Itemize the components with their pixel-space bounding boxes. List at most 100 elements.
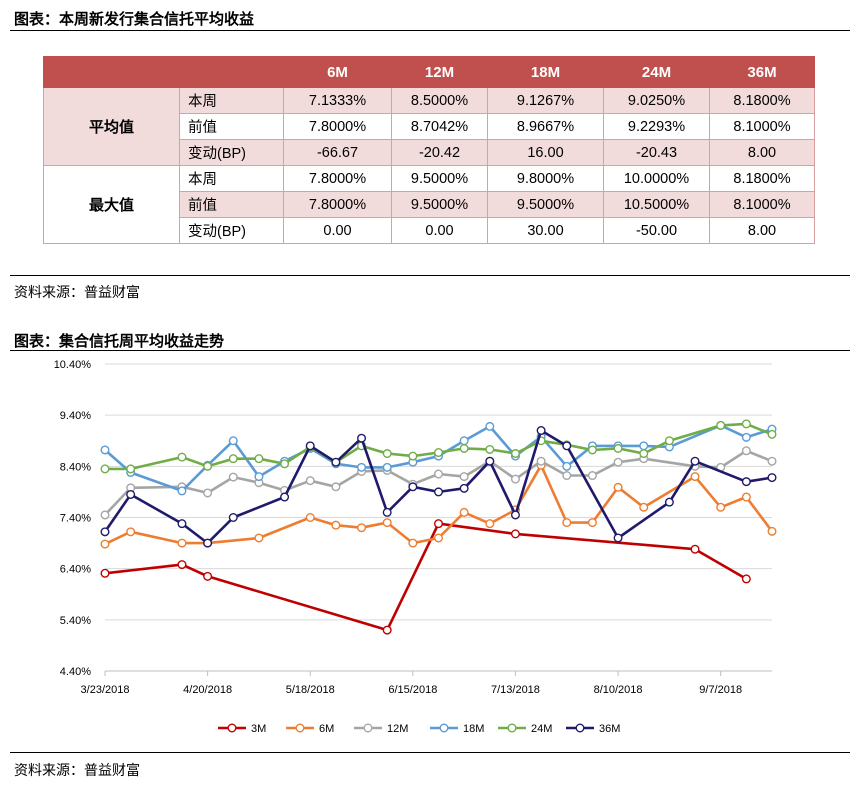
data-point-36m xyxy=(177,519,187,529)
header-cell xyxy=(43,56,180,88)
table-row: 前值 7.8000% 8.7042% 8.9667% 9.2293% 8.100… xyxy=(44,113,815,140)
legend-label-24m: 24M xyxy=(531,723,552,735)
x-tick-label: 4/20/2018 xyxy=(183,684,232,696)
y-tick-label: 5.40% xyxy=(60,615,91,627)
data-point-24m xyxy=(126,464,136,474)
legend-label-6m: 6M xyxy=(319,723,334,735)
table-cell: 7.1333% xyxy=(283,87,392,114)
legend-label-36m: 36M xyxy=(599,723,620,735)
table-cell: 8.1000% xyxy=(709,191,815,218)
data-point-24m xyxy=(177,452,187,462)
data-point-12m xyxy=(613,457,623,467)
table-cell: 9.8000% xyxy=(487,165,604,192)
legend-marker-12m xyxy=(363,723,373,733)
data-point-3m xyxy=(510,529,520,539)
data-point-6m xyxy=(254,533,264,543)
data-point-3m xyxy=(100,568,110,578)
data-point-12m xyxy=(562,471,572,481)
data-point-12m xyxy=(510,474,520,484)
table-cell: 8.00 xyxy=(709,217,815,244)
row-label: 本周 xyxy=(179,165,284,192)
series-line-3m xyxy=(104,522,747,632)
table-row: 变动(BP) 0.00 0.00 30.00 -50.00 8.00 xyxy=(44,217,815,244)
data-point-24m xyxy=(485,444,495,454)
data-point-36m xyxy=(613,533,623,543)
data-point-12m xyxy=(536,456,546,466)
data-point-3m xyxy=(177,560,187,570)
data-point-6m xyxy=(613,482,623,492)
data-point-6m xyxy=(331,520,341,530)
data-point-36m xyxy=(382,507,392,517)
chart-caption-underline xyxy=(10,350,850,351)
data-point-12m xyxy=(100,510,110,520)
data-point-6m xyxy=(357,523,367,533)
table-cell: 10.5000% xyxy=(603,191,710,218)
y-tick-label: 8.40% xyxy=(60,461,91,473)
data-point-24m xyxy=(459,443,469,453)
data-point-24m xyxy=(100,464,110,474)
data-point-6m xyxy=(434,533,444,543)
group-label-average: 平均值 xyxy=(43,87,180,166)
data-point-6m xyxy=(639,502,649,512)
y-tick-label: 7.40% xyxy=(60,513,91,525)
data-point-6m xyxy=(126,527,136,537)
x-tick-label: 5/18/2018 xyxy=(286,684,335,696)
data-point-36m xyxy=(305,441,315,451)
data-point-18m xyxy=(562,461,572,471)
data-point-18m xyxy=(459,436,469,446)
y-tick-label: 10.40% xyxy=(54,359,92,371)
data-point-24m xyxy=(639,449,649,459)
data-point-36m xyxy=(664,497,674,507)
table-cell: 9.5000% xyxy=(391,191,488,218)
data-point-12m xyxy=(305,476,315,486)
row-label: 变动(BP) xyxy=(179,217,284,244)
row-label: 前值 xyxy=(179,113,284,140)
data-point-24m xyxy=(434,448,444,458)
table-cell: 8.1000% xyxy=(709,113,815,140)
data-point-12m xyxy=(459,472,469,482)
table-cell: 7.8000% xyxy=(283,191,392,218)
data-point-18m xyxy=(382,462,392,472)
data-point-3m xyxy=(434,519,444,529)
data-point-18m xyxy=(485,421,495,431)
header-36m: 36M xyxy=(709,56,815,88)
data-point-12m xyxy=(741,446,751,456)
data-point-3m xyxy=(741,574,751,584)
table-cell: 0.00 xyxy=(283,217,392,244)
table-cell: -66.67 xyxy=(283,139,392,166)
data-point-6m xyxy=(741,492,751,502)
data-point-24m xyxy=(767,429,777,439)
caption-underline xyxy=(10,30,850,31)
table-cell: 10.0000% xyxy=(603,165,710,192)
x-tick-label: 9/7/2018 xyxy=(699,684,742,696)
data-point-18m xyxy=(357,462,367,472)
data-point-12m xyxy=(228,472,238,482)
data-point-18m xyxy=(254,472,264,482)
data-point-36m xyxy=(228,512,238,522)
data-point-36m xyxy=(331,457,341,467)
legend-marker-3m xyxy=(227,723,237,733)
header-6m: 6M xyxy=(283,56,392,88)
data-point-36m xyxy=(741,477,751,487)
table-row: 前值 7.8000% 9.5000% 9.5000% 10.5000% 8.10… xyxy=(44,191,815,218)
table-cell: 30.00 xyxy=(487,217,604,244)
chart-source: 资料来源：普益财富 xyxy=(14,762,140,778)
header-24m: 24M xyxy=(603,56,710,88)
header-cell xyxy=(179,56,284,88)
row-label: 本周 xyxy=(179,87,284,114)
x-tick-label: 3/23/2018 xyxy=(81,684,130,696)
data-point-12m xyxy=(331,482,341,492)
table-cell: 16.00 xyxy=(487,139,604,166)
row-label: 变动(BP) xyxy=(179,139,284,166)
table-cell: 8.9667% xyxy=(487,113,604,140)
table-cell: 9.0250% xyxy=(603,87,710,114)
table-source-rule xyxy=(10,275,850,276)
data-point-6m xyxy=(100,539,110,549)
data-point-24m xyxy=(382,449,392,459)
y-tick-label: 9.40% xyxy=(60,410,91,422)
chart-caption: 图表：集合信托周平均收益走势 xyxy=(14,333,225,350)
table-row: 最大值 本周 7.8000% 9.5000% 9.8000% 10.0000% … xyxy=(43,165,815,244)
table-row: 变动(BP) -66.67 -20.42 16.00 -20.43 8.00 xyxy=(44,139,815,166)
legend-marker-24m xyxy=(507,723,517,733)
yield-table: 6M 12M 18M 24M 36M 平均值 本周 7.1333% 8.5000… xyxy=(43,56,815,244)
